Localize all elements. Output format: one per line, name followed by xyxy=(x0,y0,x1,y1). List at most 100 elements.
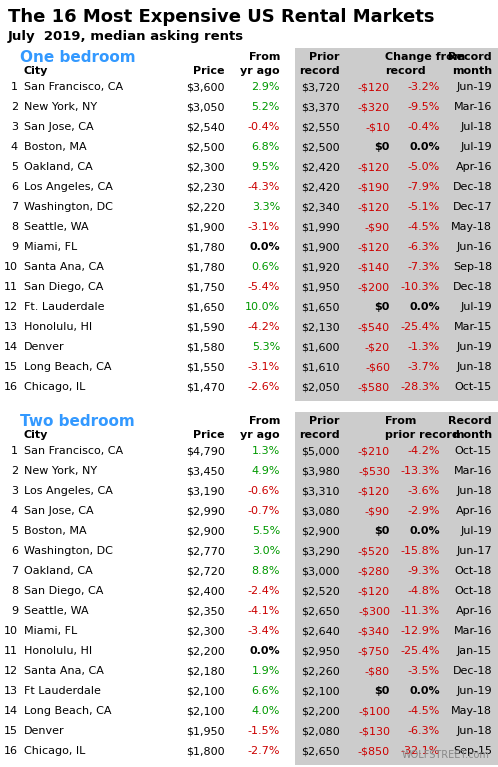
Text: 0.0%: 0.0% xyxy=(249,242,280,252)
Text: -0.7%: -0.7% xyxy=(248,506,280,516)
Text: $1,780: $1,780 xyxy=(186,242,225,252)
Text: -3.1%: -3.1% xyxy=(248,362,280,372)
Text: 4.0%: 4.0% xyxy=(251,706,280,716)
Text: -3.7%: -3.7% xyxy=(408,362,440,372)
Text: Oakland, CA: Oakland, CA xyxy=(24,162,93,172)
Text: 15: 15 xyxy=(4,362,18,372)
Text: $2,900: $2,900 xyxy=(186,526,225,536)
Text: $1,650: $1,650 xyxy=(301,302,340,312)
Text: WOLFSTREET.com: WOLFSTREET.com xyxy=(402,750,490,760)
Text: 12: 12 xyxy=(4,302,18,312)
Text: 6: 6 xyxy=(11,182,18,192)
Text: -0.4%: -0.4% xyxy=(408,122,440,132)
Text: Boston, MA: Boston, MA xyxy=(24,142,87,152)
Text: $2,720: $2,720 xyxy=(186,566,225,576)
Text: -12.9%: -12.9% xyxy=(400,626,440,636)
Text: San Jose, CA: San Jose, CA xyxy=(24,506,94,516)
Text: -$90: -$90 xyxy=(365,506,390,516)
Text: $4,790: $4,790 xyxy=(186,446,225,456)
Text: -$120: -$120 xyxy=(358,202,390,212)
Text: 13: 13 xyxy=(4,322,18,332)
Text: -4.3%: -4.3% xyxy=(248,182,280,192)
Text: -6.3%: -6.3% xyxy=(408,726,440,736)
Text: $2,350: $2,350 xyxy=(186,606,225,616)
Text: $3,450: $3,450 xyxy=(186,466,225,476)
Text: 0.0%: 0.0% xyxy=(409,142,440,152)
Text: 6.6%: 6.6% xyxy=(252,686,280,696)
Text: Jul-19: Jul-19 xyxy=(460,142,492,152)
Text: -$120: -$120 xyxy=(358,242,390,252)
Text: San Diego, CA: San Diego, CA xyxy=(24,586,104,596)
Text: $1,590: $1,590 xyxy=(186,322,225,332)
Text: Prior: Prior xyxy=(309,52,340,62)
Text: 3: 3 xyxy=(11,122,18,132)
Text: -2.6%: -2.6% xyxy=(248,382,280,392)
Text: -11.3%: -11.3% xyxy=(401,606,440,616)
Text: San Francisco, CA: San Francisco, CA xyxy=(24,82,123,92)
Text: Dec-17: Dec-17 xyxy=(452,202,492,212)
Text: -9.3%: -9.3% xyxy=(408,566,440,576)
Text: -$320: -$320 xyxy=(358,102,390,112)
Text: -3.2%: -3.2% xyxy=(408,82,440,92)
Text: -15.8%: -15.8% xyxy=(400,546,440,556)
Text: -$130: -$130 xyxy=(358,726,390,736)
Text: 5: 5 xyxy=(11,162,18,172)
Text: $1,990: $1,990 xyxy=(301,222,340,232)
Text: Dec-18: Dec-18 xyxy=(452,182,492,192)
Text: Jul-19: Jul-19 xyxy=(460,302,492,312)
Text: $2,420: $2,420 xyxy=(301,162,340,172)
Text: $2,100: $2,100 xyxy=(301,686,340,696)
Text: $2,230: $2,230 xyxy=(186,182,225,192)
Text: -32.1%: -32.1% xyxy=(400,746,440,756)
Text: record: record xyxy=(299,430,340,440)
Text: Washington, DC: Washington, DC xyxy=(24,546,113,556)
Text: Mar-16: Mar-16 xyxy=(454,102,492,112)
Text: Washington, DC: Washington, DC xyxy=(24,202,113,212)
Text: Oct-18: Oct-18 xyxy=(455,586,492,596)
Bar xyxy=(295,412,498,765)
Text: 6: 6 xyxy=(11,546,18,556)
Text: Santa Ana, CA: Santa Ana, CA xyxy=(24,666,104,676)
Text: Jun-18: Jun-18 xyxy=(456,486,492,496)
Text: $2,340: $2,340 xyxy=(301,202,340,212)
Text: $1,780: $1,780 xyxy=(186,262,225,272)
Text: -0.6%: -0.6% xyxy=(248,486,280,496)
Text: One bedroom: One bedroom xyxy=(20,50,135,65)
Text: -7.9%: -7.9% xyxy=(407,182,440,192)
Text: -2.9%: -2.9% xyxy=(407,506,440,516)
Text: 10: 10 xyxy=(4,626,18,636)
Text: -$120: -$120 xyxy=(358,486,390,496)
Text: 5.3%: 5.3% xyxy=(252,342,280,352)
Text: $0: $0 xyxy=(374,686,390,696)
Text: City: City xyxy=(24,430,48,440)
Text: $0: $0 xyxy=(374,142,390,152)
Text: Chicago, IL: Chicago, IL xyxy=(24,382,85,392)
Text: $2,050: $2,050 xyxy=(301,382,340,392)
Text: 5: 5 xyxy=(11,526,18,536)
Text: -28.3%: -28.3% xyxy=(400,382,440,392)
Text: Oct-15: Oct-15 xyxy=(455,382,492,392)
Text: -$140: -$140 xyxy=(358,262,390,272)
Text: Mar-15: Mar-15 xyxy=(454,322,492,332)
Text: -$100: -$100 xyxy=(358,706,390,716)
Text: -6.3%: -6.3% xyxy=(408,242,440,252)
Text: -5.0%: -5.0% xyxy=(408,162,440,172)
Text: 3.0%: 3.0% xyxy=(252,546,280,556)
Text: $2,950: $2,950 xyxy=(301,646,340,656)
Text: $1,950: $1,950 xyxy=(301,282,340,292)
Text: $3,080: $3,080 xyxy=(301,506,340,516)
Text: -2.4%: -2.4% xyxy=(248,586,280,596)
Text: -$10: -$10 xyxy=(365,122,390,132)
Text: Jul-19: Jul-19 xyxy=(460,526,492,536)
Text: -1.5%: -1.5% xyxy=(248,726,280,736)
Text: Miami, FL: Miami, FL xyxy=(24,242,77,252)
Text: -4.8%: -4.8% xyxy=(407,586,440,596)
Text: $2,500: $2,500 xyxy=(301,142,340,152)
Text: $1,580: $1,580 xyxy=(186,342,225,352)
Text: $2,420: $2,420 xyxy=(301,182,340,192)
Text: Ft Lauderdale: Ft Lauderdale xyxy=(24,686,101,696)
Text: 8: 8 xyxy=(11,222,18,232)
Text: Santa Ana, CA: Santa Ana, CA xyxy=(24,262,104,272)
Text: -$850: -$850 xyxy=(358,746,390,756)
Text: Jul-18: Jul-18 xyxy=(460,122,492,132)
